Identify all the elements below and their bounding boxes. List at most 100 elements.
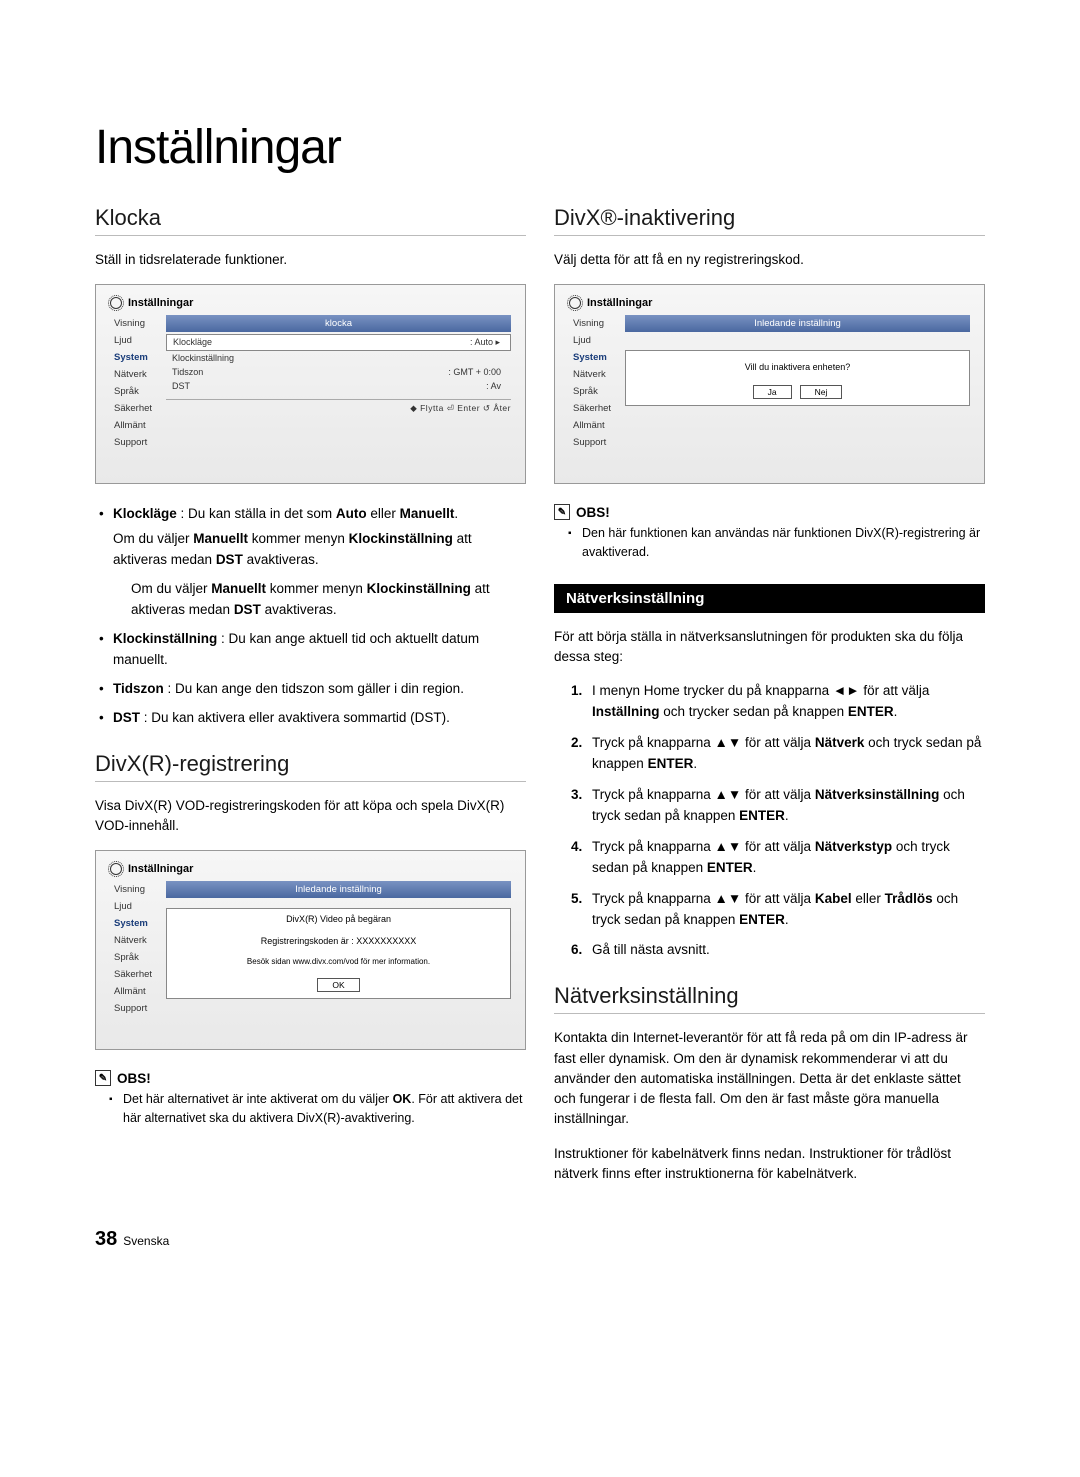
columns: Klocka Ställ in tidsrelaterade funktione… [95,205,985,1198]
divx-deact-intro: Välj detta för att få en ny registrering… [554,250,985,270]
shot-header: Inställningar [110,297,511,309]
page-number: 38 [95,1228,117,1251]
menu-row: Klockinställning [166,351,511,365]
menu-list: Klockläge: Auto ▸KlockinställningTidszon… [166,334,511,393]
note-label: OBS! [117,1071,151,1086]
dialog-line: Registreringskoden är : XXXXXXXXXX [167,931,510,953]
sub-text: Om du väljer Manuellt kommer menyn Klock… [113,529,526,571]
gear-icon [110,297,122,309]
heading-divx-deact: DivX®-inaktivering [554,205,985,236]
menu-row: DST: Av [166,379,511,393]
sidebar-item: Språk [110,383,160,400]
ok-button[interactable]: OK [317,978,359,992]
no-button[interactable]: Nej [800,385,843,399]
sidebar-item: Ljud [110,898,160,915]
note-icon: ✎ [95,1070,111,1086]
shot-body: VisningLjudSystemNätverkSpråkSäkerhetAll… [110,881,511,1017]
sidebar-item: System [110,349,160,366]
bullet-item: Klockläge : Du kan ställa in det som Aut… [113,504,526,571]
sidebar-item: Språk [110,949,160,966]
note-list: Den här funktionen kan användas när funk… [554,524,985,562]
shot-header-label: Inställningar [128,297,193,309]
shot-sidebar: VisningLjudSystemNätverkSpråkSäkerhetAll… [110,315,160,451]
bullet-item: Tidszon : Du kan ange den tidszon som gä… [113,679,526,700]
net-steps: I menyn Home trycker du på knapparna ◄► … [554,681,985,961]
yes-button[interactable]: Ja [753,385,792,399]
heading-divx-reg: DivX(R)-registrering [95,751,526,782]
shot-body: VisningLjudSystemNätverkSpråkSäkerhetAll… [569,315,970,451]
shot-header: Inställningar [569,297,970,309]
shot-main: Inledande inställning Vill du inaktivera… [625,315,970,451]
shot-sidebar: VisningLjudSystemNätverkSpråkSäkerhetAll… [569,315,619,451]
sidebar-item: Support [569,434,619,451]
step-item: Tryck på knapparna ▲▼ för att välja Kabe… [586,889,985,931]
net2-p2: Instruktioner för kabelnätverk finns ned… [554,1144,985,1185]
heading-net2: Nätverksinställning [554,983,985,1014]
sidebar-item: Visning [110,881,160,898]
step-item: Tryck på knapparna ▲▼ för att välja Nätv… [586,837,985,879]
bullet-item: DST : Du kan aktivera eller avaktivera s… [113,708,526,729]
divx-reg-screenshot: Inställningar VisningLjudSystemNätverkSp… [95,850,526,1050]
shot-header-label: Inställningar [128,863,193,875]
sidebar-item: Säkerhet [110,966,160,983]
note-head: ✎ OBS! [554,504,985,520]
shot-header: Inställningar [110,863,511,875]
klocka-intro: Ställ in tidsrelaterade funktioner. [95,250,526,270]
step-item: Tryck på knapparna ▲▼ för att välja Nätv… [586,733,985,775]
gear-icon [110,863,122,875]
tab-bar: klocka [166,315,511,332]
page-footer: 38 Svenska [95,1228,985,1251]
sidebar-item: Support [110,1000,160,1017]
step-item: Gå till nästa avsnitt. [586,940,985,961]
tab-bar: Inledande inställning [625,315,970,332]
step-item: I menyn Home trycker du på knapparna ◄► … [586,681,985,723]
menu-row: Klockläge: Auto ▸ [166,334,511,351]
divx-deact-screenshot: Inställningar VisningLjudSystemNätverkSp… [554,284,985,484]
shot-header-label: Inställningar [587,297,652,309]
shot-body: VisningLjudSystemNätverkSpråkSäkerhetAll… [110,315,511,451]
dialog-line: Besök sidan www.divx.com/vod för mer inf… [167,952,510,972]
shot-sidebar: VisningLjudSystemNätverkSpråkSäkerhetAll… [110,881,160,1017]
right-col: DivX®-inaktivering Välj detta för att få… [554,205,985,1198]
sidebar-item: Nätverk [569,366,619,383]
shot-main: Inledande inställning DivX(R) Video på b… [166,881,511,1017]
nav-footer: ◆ Flytta ⏎ Enter ↺ Åter [166,399,511,414]
sidebar-item: System [110,915,160,932]
heading-klocka: Klocka [95,205,526,236]
note-item: Den här funktionen kan användas när funk… [582,524,985,562]
sidebar-item: Visning [110,315,160,332]
dialog-line: DivX(R) Video på begäran [167,909,510,931]
klocka-bullets: Klockläge : Du kan ställa in det som Aut… [95,504,526,728]
net-intro: För att börja ställa in nätverksanslutni… [554,627,985,668]
sidebar-item: Språk [569,383,619,400]
sidebar-item: Ljud [569,332,619,349]
left-col: Klocka Ställ in tidsrelaterade funktione… [95,205,526,1198]
dialog-question: Vill du inaktivera enheten? [632,357,963,379]
sub-text: Om du väljer Manuellt kommer menyn Klock… [113,579,526,621]
sidebar-item: Visning [569,315,619,332]
note-label: OBS! [576,505,610,520]
network-heading-bar: Nätverksinställning [554,584,985,613]
klocka-screenshot: Inställningar VisningLjudSystemNätverkSp… [95,284,526,484]
bullet-item: Klockinställning : Du kan ange aktuell t… [113,629,526,671]
net2-p1: Kontakta din Internet-leverantör för att… [554,1028,985,1129]
sidebar-item: Nätverk [110,366,160,383]
sidebar-item: Allmänt [569,417,619,434]
page-title: Inställningar [95,120,985,175]
step-item: Tryck på knapparna ▲▼ för att välja Nätv… [586,785,985,827]
note-icon: ✎ [554,504,570,520]
sidebar-item: Allmänt [110,983,160,1000]
note-head: ✎ OBS! [95,1070,526,1086]
sidebar-item: Nätverk [110,932,160,949]
sidebar-item: Säkerhet [110,400,160,417]
menu-row: Tidszon: GMT + 0:00 [166,365,511,379]
sidebar-item: Support [110,434,160,451]
tab-bar: Inledande inställning [166,881,511,898]
sidebar-item: Ljud [110,332,160,349]
sidebar-item: Säkerhet [569,400,619,417]
sidebar-item: System [569,349,619,366]
shot-main: klocka Klockläge: Auto ▸Klockinställning… [166,315,511,451]
sidebar-item: Allmänt [110,417,160,434]
divx-reg-intro: Visa DivX(R) VOD-registreringskoden för … [95,796,526,837]
note-item: Det här alternativet är inte aktiverat o… [123,1090,526,1128]
